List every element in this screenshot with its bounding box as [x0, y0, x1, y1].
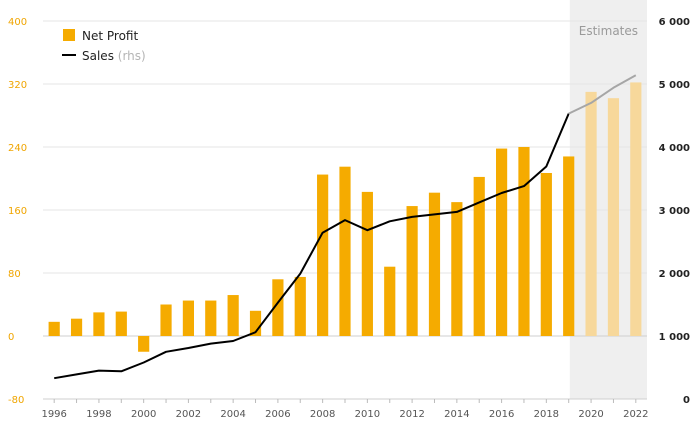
- left-tick-label: 320: [8, 80, 27, 91]
- bar-2018: [540, 172, 552, 336]
- bar-1999: [115, 311, 127, 336]
- left-tick-label: 0: [8, 332, 14, 343]
- right-tick-label: 1 000: [659, 332, 690, 343]
- bar-2009: [339, 166, 351, 336]
- x-tick-label: 2022: [623, 409, 648, 420]
- right-tick-label: 4 000: [659, 143, 690, 154]
- sales-line: [54, 74, 637, 380]
- estimates-label: Estimates: [579, 24, 638, 38]
- bar-2007: [294, 276, 306, 336]
- bar-2001: [160, 304, 172, 336]
- bar-2019: [563, 156, 575, 336]
- bar-2004: [227, 295, 239, 336]
- x-tick-label: 2012: [399, 409, 424, 420]
- bar-2006: [272, 279, 284, 336]
- bar-2002: [182, 300, 194, 336]
- sales-line-estimates: [568, 74, 637, 115]
- left-tick-label: 160: [8, 206, 27, 217]
- bar-2003: [205, 300, 217, 336]
- right-tick-label: 3 000: [659, 206, 690, 217]
- bar-1997: [70, 318, 83, 336]
- x-tick-label: 2020: [578, 409, 603, 420]
- bar-2016: [496, 148, 508, 336]
- right-axis: 0 1 000 2 000 3 000 4 000 5 000 6 000: [659, 17, 690, 406]
- x-tick-label: 2010: [355, 409, 380, 420]
- bar-2015: [473, 176, 485, 336]
- x-tick-label: 2016: [489, 409, 514, 420]
- sales-line-actual: [54, 113, 570, 380]
- bar-2012: [406, 206, 418, 336]
- bar-2011: [384, 266, 396, 336]
- bar-2008: [317, 174, 329, 336]
- legend-net-profit-swatch: [63, 29, 75, 41]
- legend-sales-label: Sales (rhs): [82, 49, 146, 63]
- bar-2013: [428, 192, 441, 336]
- x-tick-label: 2006: [265, 409, 290, 420]
- right-tick-label: 2 000: [659, 269, 690, 280]
- legend: Net Profit Sales (rhs): [62, 29, 146, 63]
- left-tick-label: 240: [8, 143, 27, 154]
- x-tick-label: 1998: [86, 409, 111, 420]
- right-tick-label: 6 000: [659, 17, 690, 28]
- left-tick-label: 80: [8, 269, 21, 280]
- right-tick-label: 5 000: [659, 80, 690, 91]
- net-profit-bars: [48, 82, 642, 352]
- x-tick-label: 2014: [444, 409, 469, 420]
- bar-2021: [607, 98, 620, 336]
- right-tick-label: 0: [683, 395, 690, 406]
- left-tick-label: -80: [8, 395, 24, 406]
- legend-sales-name: Sales: [82, 49, 114, 63]
- bar-2000: [138, 336, 150, 352]
- x-tick-label: 1996: [41, 409, 66, 420]
- bar-2022: [630, 82, 642, 336]
- x-tick-label: 2000: [131, 409, 156, 420]
- legend-net-profit-label: Net Profit: [82, 29, 138, 43]
- left-tick-label: 400: [8, 17, 27, 28]
- x-tick-label: 2002: [176, 409, 201, 420]
- x-tick-label: 2004: [220, 409, 245, 420]
- bar-2020: [585, 91, 597, 336]
- x-tick-label: 2008: [310, 409, 335, 420]
- bar-1996: [48, 321, 60, 336]
- x-axis: 1996 1998 2000 2002 2004 2006 2008 2010 2012 2014…: [41, 399, 649, 420]
- bar-2017: [518, 147, 530, 336]
- bar-2010: [361, 191, 373, 336]
- x-tick-label: 2018: [534, 409, 559, 420]
- legend-sales-suffix: (rhs): [118, 49, 146, 63]
- left-axis: -80 0 80 160 240 320 400: [8, 17, 27, 406]
- bar-1998: [93, 312, 105, 336]
- bar-2005: [249, 310, 262, 336]
- bar-2014: [451, 202, 463, 336]
